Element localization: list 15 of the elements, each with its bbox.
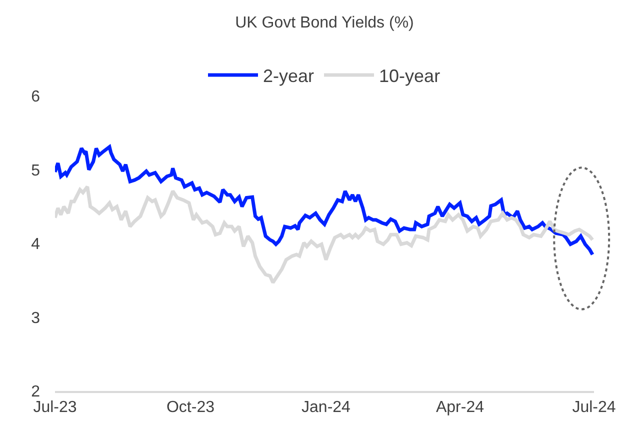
y-tick-label: 4 xyxy=(31,236,40,254)
line-series xyxy=(55,145,594,256)
x-tick-label: Jan-24 xyxy=(302,398,351,416)
legend-label: 2-year xyxy=(263,66,314,86)
x-tick-label: Apr-24 xyxy=(436,398,484,416)
x-tick-label: Jul-24 xyxy=(572,398,616,416)
legend-label: 10-year xyxy=(379,66,440,86)
y-tick-label: 6 xyxy=(31,88,40,106)
chart-title: UK Govt Bond Yields (%) xyxy=(235,14,414,32)
x-tick-label: Oct-23 xyxy=(166,398,215,416)
y-tick-label: 2 xyxy=(31,384,40,401)
x-tick-label: Jul-23 xyxy=(33,398,77,416)
y-tick-label: 3 xyxy=(31,310,40,327)
y-tick-label: 5 xyxy=(31,162,40,180)
line-series xyxy=(55,184,594,284)
